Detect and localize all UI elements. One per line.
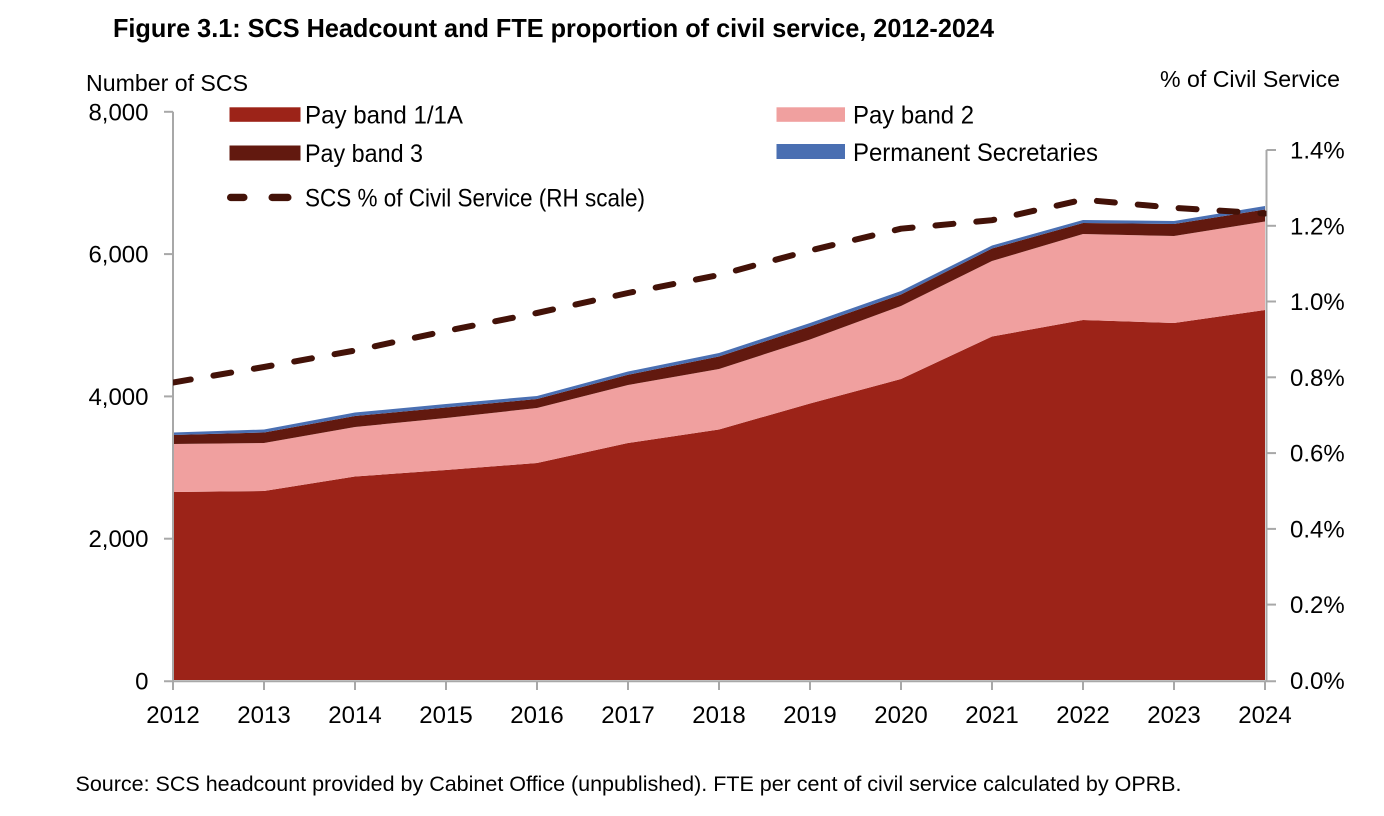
svg-text:2015: 2015 xyxy=(419,702,472,729)
svg-text:SCS % of Civil Service (RH sca: SCS % of Civil Service (RH scale) xyxy=(305,185,645,213)
svg-text:2017: 2017 xyxy=(601,702,654,729)
svg-text:4,000: 4,000 xyxy=(88,384,148,411)
svg-text:Figure 3.1: SCS Headcount and: Figure 3.1: SCS Headcount and FTE propor… xyxy=(113,13,995,43)
svg-text:2023: 2023 xyxy=(1147,702,1200,729)
svg-text:% of Civil Service: % of Civil Service xyxy=(1160,66,1340,92)
svg-text:1.4%: 1.4% xyxy=(1290,138,1345,165)
svg-text:8,000: 8,000 xyxy=(88,99,148,126)
svg-text:1.0%: 1.0% xyxy=(1290,289,1345,316)
svg-text:Pay band 2: Pay band 2 xyxy=(853,102,974,130)
svg-text:Pay band 3: Pay band 3 xyxy=(305,140,423,168)
svg-text:0.0%: 0.0% xyxy=(1290,668,1345,695)
svg-text:2022: 2022 xyxy=(1056,702,1109,729)
svg-text:2024: 2024 xyxy=(1238,702,1291,729)
svg-text:Number of SCS: Number of SCS xyxy=(86,70,248,96)
svg-text:2021: 2021 xyxy=(965,702,1018,729)
svg-text:Source: SCS headcount provided: Source: SCS headcount provided by Cabine… xyxy=(76,772,1182,796)
svg-text:0.2%: 0.2% xyxy=(1290,592,1345,619)
svg-text:0.8%: 0.8% xyxy=(1290,365,1345,392)
svg-text:2,000: 2,000 xyxy=(88,526,148,553)
svg-text:1.2%: 1.2% xyxy=(1290,213,1345,240)
svg-text:0: 0 xyxy=(135,669,148,696)
svg-text:0.6%: 0.6% xyxy=(1290,441,1345,468)
svg-text:2012: 2012 xyxy=(146,702,199,729)
svg-text:2016: 2016 xyxy=(510,702,563,729)
svg-text:2014: 2014 xyxy=(328,702,381,729)
svg-text:2020: 2020 xyxy=(874,702,927,729)
svg-text:Pay band 1/1A: Pay band 1/1A xyxy=(305,102,463,130)
svg-text:2013: 2013 xyxy=(237,702,290,729)
svg-text:6,000: 6,000 xyxy=(88,242,148,269)
svg-text:0.4%: 0.4% xyxy=(1290,516,1345,543)
svg-text:2018: 2018 xyxy=(692,702,745,729)
svg-text:2019: 2019 xyxy=(783,702,836,729)
svg-text:Permanent Secretaries: Permanent Secretaries xyxy=(853,139,1098,167)
